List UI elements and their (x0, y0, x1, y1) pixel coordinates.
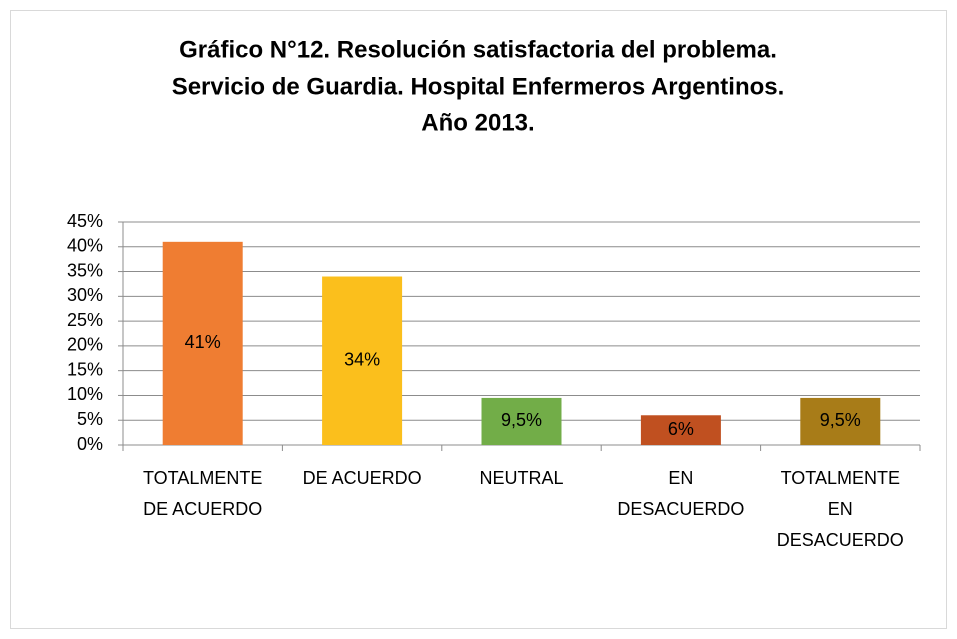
y-tick-label: 30% (67, 285, 103, 305)
value-label: 34% (344, 350, 380, 370)
chart-title: Gráfico N°12. Resolución satisfactoria d… (179, 36, 777, 63)
bar (800, 397, 881, 445)
y-tick-label: 5% (77, 409, 103, 429)
bar (640, 415, 721, 445)
bar (162, 241, 243, 445)
y-tick-label: 20% (67, 335, 103, 355)
y-tick-label: 35% (67, 260, 103, 280)
value-label: 9,5% (820, 410, 861, 430)
x-tick-label: DE ACUERDO (302, 468, 422, 488)
chart-title: Año 2013. (421, 109, 534, 136)
y-tick-label: 45% (67, 211, 103, 231)
y-tick-label: 15% (67, 359, 103, 379)
value-label: 6% (668, 419, 694, 439)
x-tick-label: TOTALMENTE DE ACUERDO (143, 468, 263, 519)
y-tick-label: 10% (67, 384, 103, 404)
x-tick-label: TOTALMENTE EN DESACUERDO (776, 468, 904, 550)
value-label: 9,5% (501, 410, 542, 430)
bar (481, 397, 562, 445)
bar (322, 276, 403, 445)
y-tick-label: 25% (67, 310, 103, 330)
x-tick-label: NEUTRAL (479, 468, 564, 488)
y-tick-label: 40% (67, 236, 103, 256)
value-label: 41% (185, 332, 221, 352)
y-tick-label: 0% (77, 434, 103, 454)
x-tick-label: EN DESACUERDO (617, 468, 745, 519)
chart-title: Servicio de Guardia. Hospital Enfermeros… (172, 73, 785, 100)
